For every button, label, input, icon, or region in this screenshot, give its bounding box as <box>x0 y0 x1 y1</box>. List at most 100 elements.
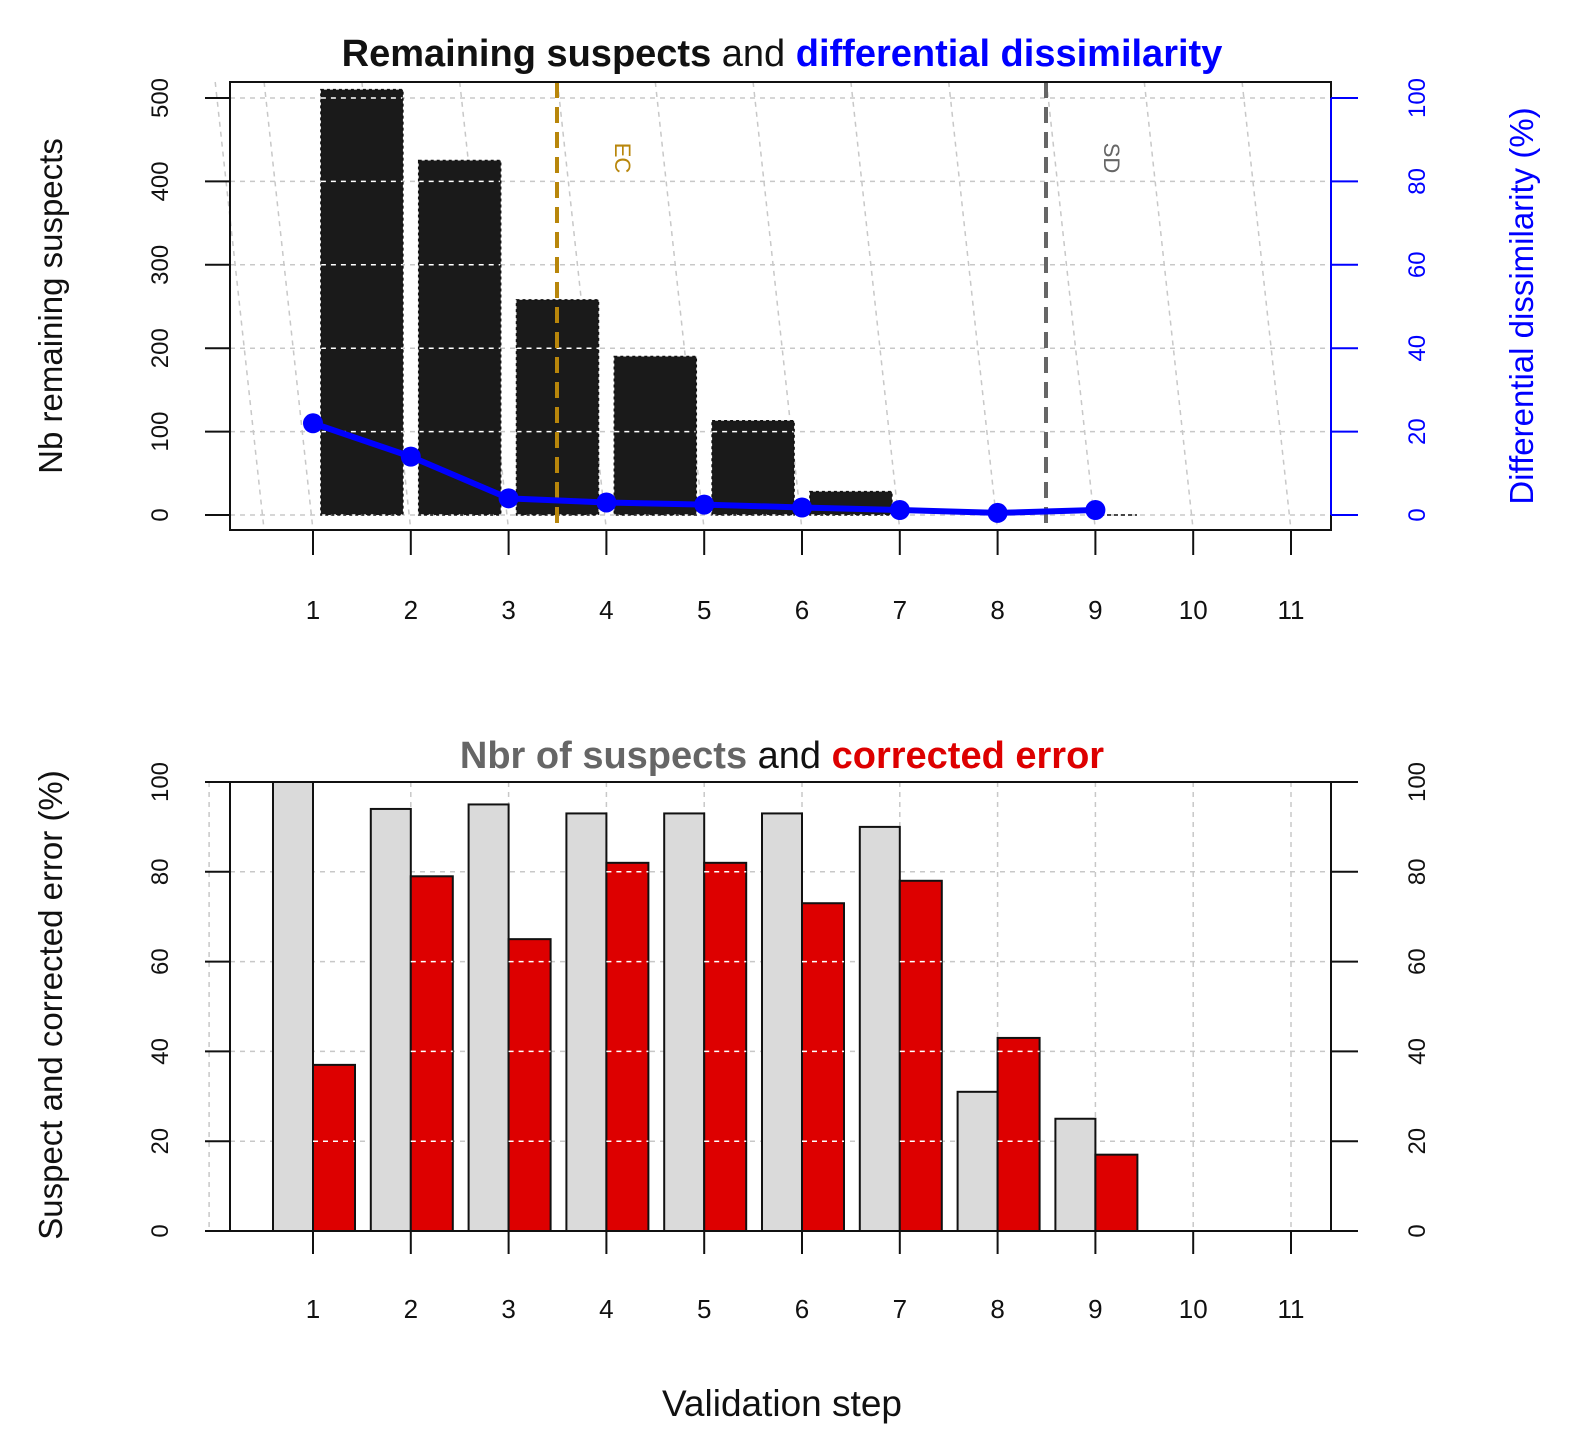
grid-line-v <box>214 81 265 531</box>
x-tick-label: 3 <box>501 595 515 625</box>
point-dissimilarity <box>400 446 421 467</box>
x-tick-label: 7 <box>893 595 907 625</box>
x-tick-label: 5 <box>697 1294 711 1324</box>
bar-outline <box>417 159 502 516</box>
y-right-tick-label: 20 <box>1404 418 1431 445</box>
y-left-tick-label: 0 <box>147 1224 174 1237</box>
y-left-tick-label: 20 <box>147 1128 174 1155</box>
x-tick-label: 10 <box>1179 595 1208 625</box>
panel1-ylabel-left: Nb remaining suspects <box>32 138 69 474</box>
grid-line-v <box>1143 81 1194 531</box>
bar-nbr-suspects <box>956 1090 999 1233</box>
y-left-tick-label: 400 <box>147 161 174 201</box>
y-right-tick-label: 60 <box>1404 251 1431 278</box>
point-dissimilarity <box>694 494 715 515</box>
y-right-tick-label: 80 <box>1404 858 1431 885</box>
bar-corrected-error <box>312 1063 356 1232</box>
bar-remaining-suspects <box>712 420 795 515</box>
panel1-dissimilarity-line <box>303 413 1106 523</box>
y-right-tick-label: 100 <box>1404 762 1431 802</box>
y-left-tick-label: 40 <box>147 1038 174 1065</box>
x-tick-label: 11 <box>1278 1294 1305 1324</box>
panel1-bars <box>320 88 1137 516</box>
bar-corrected-error <box>1094 1153 1139 1233</box>
panel2-bars <box>272 781 1139 1233</box>
y-right-tick-label: 40 <box>1404 335 1431 362</box>
panel1-vlines: EC SD <box>555 82 1124 530</box>
bar-nbr-suspects <box>1054 1117 1097 1232</box>
bar-nbr-suspects <box>272 781 314 1232</box>
grid-line-v <box>1241 81 1292 531</box>
panel-remaining-suspects: EC SD 0 100 200 300 400 500 0 20 40 60 80 100 1 2 3 4 5 6 7… <box>32 33 1540 625</box>
title-part: Nbr of suspects <box>460 735 747 777</box>
grid-line-v <box>850 81 901 531</box>
point-dissimilarity <box>792 497 812 518</box>
y-right-tick-label: 0 <box>1404 1224 1431 1237</box>
x-tick-label: 7 <box>893 1294 907 1324</box>
bar-nbr-suspects <box>369 807 412 1232</box>
grid-line-v <box>263 81 314 531</box>
bar-corrected-error <box>605 861 650 1232</box>
x-tick-label: 8 <box>990 1294 1004 1324</box>
title-part: Remaining suspects <box>342 33 712 75</box>
point-dissimilarity <box>596 492 617 513</box>
x-tick-label: 2 <box>404 1294 418 1324</box>
y-right-tick-label: 0 <box>1404 508 1431 521</box>
bar-corrected-error <box>898 879 943 1233</box>
bar-outline <box>711 420 795 516</box>
x-tick-label: 5 <box>697 595 711 625</box>
y-right-tick-label: 60 <box>1404 948 1431 975</box>
bar-nbr-suspects <box>663 812 706 1232</box>
panel-suspects-corrected-error: 0 20 40 60 80 100 0 20 40 60 80 100 1 2 3 4 5 6 7 8 9 10 11 Nb… <box>32 735 1431 1324</box>
point-dissimilarity <box>987 502 1008 523</box>
x-tick-label: 10 <box>1179 1294 1208 1324</box>
bar-nbr-suspects <box>565 812 608 1232</box>
panel2-title: Nbr of suspects and corrected error <box>460 735 1104 777</box>
y-right-tick-label: 20 <box>1404 1128 1431 1155</box>
y-left-tick-label: 100 <box>147 762 174 802</box>
bar-nbr-suspects <box>858 825 901 1233</box>
y-left-tick-label: 500 <box>147 78 174 118</box>
point-dissimilarity <box>889 499 910 520</box>
point-dissimilarity <box>303 413 323 434</box>
x-tick-label: 9 <box>1088 1294 1102 1324</box>
panel1-title: Remaining suspects and differential diss… <box>342 33 1223 75</box>
title-part: differential dissimilarity <box>796 33 1223 75</box>
x-tick-label: 6 <box>795 1294 809 1324</box>
bar-corrected-error <box>409 875 454 1232</box>
y-right-tick-label: 40 <box>1404 1038 1431 1065</box>
x-tick-label: 4 <box>599 1294 613 1324</box>
x-tick-label: 8 <box>990 595 1004 625</box>
x-tick-label: 1 <box>306 595 320 625</box>
x-tick-label: 4 <box>599 595 613 625</box>
y-left-tick-label: 80 <box>147 858 174 885</box>
y-right-tick-label: 80 <box>1404 168 1431 195</box>
point-dissimilarity <box>1085 499 1106 520</box>
bar-remaining-suspects <box>418 160 501 516</box>
bar-nbr-suspects <box>761 812 803 1232</box>
y-left-tick-label: 200 <box>147 328 174 368</box>
x-tick-label: 6 <box>795 595 809 625</box>
title-part: corrected error <box>832 735 1105 777</box>
y-left-tick-label: 60 <box>147 948 174 975</box>
x-tick-label: 3 <box>501 1294 515 1324</box>
panel1-ylabel-right: Differential dissimilarity (%) <box>1503 107 1540 504</box>
title-part: and <box>747 735 832 777</box>
y-left-tick-label: 100 <box>147 412 174 452</box>
bar-remaining-suspects <box>614 356 697 515</box>
bar-corrected-error <box>801 902 845 1232</box>
bar-nbr-suspects <box>467 803 510 1232</box>
x-axis-label: Validation step <box>662 1383 902 1424</box>
bar-corrected-error <box>996 1036 1041 1233</box>
y-right-tick-label: 100 <box>1404 78 1431 118</box>
vline-label-ec: EC <box>610 143 635 174</box>
bar-corrected-error <box>507 938 552 1233</box>
x-tick-label: 11 <box>1278 595 1305 625</box>
panel2-ylabel-left: Suspect and corrected error (%) <box>32 770 69 1240</box>
vline-label-sd: SD <box>1099 143 1124 174</box>
panel1-axes: 0 100 200 300 400 500 0 20 40 60 80 100 1 2 3 4 5 6 7 8 9 10 1… <box>147 78 1431 625</box>
x-tick-label: 2 <box>404 595 418 625</box>
panel2-axes: 0 20 40 60 80 100 0 20 40 60 80 100 1 2 3 4 5 6 7 8 9 10 11 <box>147 762 1431 1324</box>
grid-line-v <box>947 81 999 531</box>
y-left-tick-label: 300 <box>147 245 174 285</box>
